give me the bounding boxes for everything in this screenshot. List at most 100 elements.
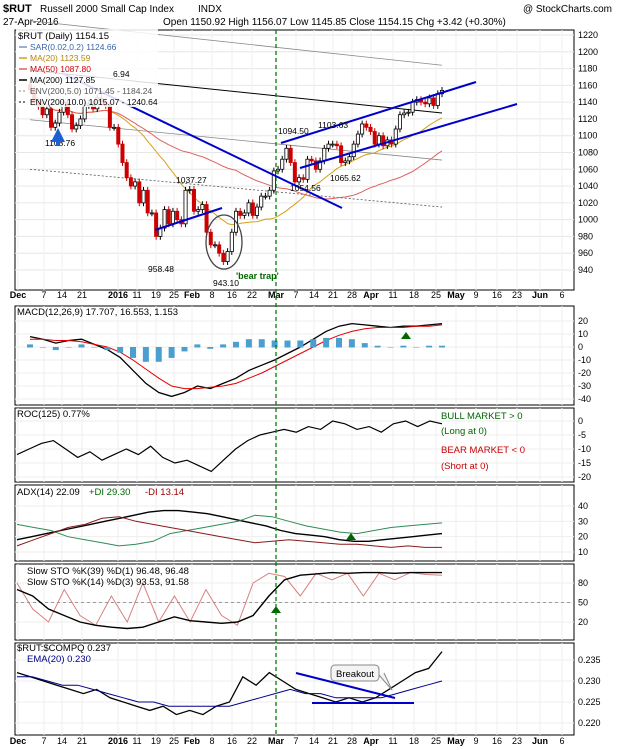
candle-body bbox=[175, 210, 180, 221]
sto-tick-label: 50 bbox=[578, 598, 588, 608]
macd-tick-label: 10 bbox=[578, 329, 588, 339]
sto-tick-label: 80 bbox=[578, 578, 588, 588]
x-tick-label: 22 bbox=[247, 736, 257, 746]
x-tick-label: Feb bbox=[184, 736, 201, 746]
adx-minus-di: -DI 13.14 bbox=[145, 487, 184, 498]
x-tick-label: 14 bbox=[309, 290, 319, 300]
candle-body bbox=[82, 105, 87, 120]
x-tick-label: 14 bbox=[309, 736, 319, 746]
x-tick-label: 23 bbox=[512, 290, 522, 300]
price-tick-label: 1160 bbox=[578, 80, 597, 90]
candle-body bbox=[183, 189, 188, 225]
buy-arrow-stem bbox=[56, 140, 60, 146]
candle-body bbox=[137, 181, 142, 204]
panel-frame-3 bbox=[14, 484, 575, 562]
candle-body bbox=[322, 147, 327, 162]
roc-tick-label: 0 bbox=[578, 416, 583, 426]
x-tick-label: 7 bbox=[293, 290, 298, 300]
annot-958: 958.48 bbox=[148, 264, 174, 274]
macd-tick-label: -10 bbox=[578, 355, 591, 365]
candle-body bbox=[57, 111, 62, 124]
macd-histogram-bar bbox=[426, 345, 433, 348]
price-tick-label: 1220 bbox=[578, 30, 598, 40]
candle-body bbox=[334, 143, 339, 147]
macd-histogram-bar bbox=[297, 340, 304, 348]
annot-1037: 1037.27 bbox=[176, 175, 207, 185]
x-tick-label: 28 bbox=[347, 736, 357, 746]
adx-tick-label: 20 bbox=[578, 532, 588, 542]
adx-line bbox=[16, 509, 443, 542]
candle-body bbox=[200, 204, 205, 210]
candle-body bbox=[297, 177, 302, 183]
macd-histogram-bar bbox=[91, 347, 98, 348]
candle-body bbox=[263, 195, 268, 198]
ohlc-readout: Open 1150.92 High 1156.07 Low 1145.85 Cl… bbox=[163, 17, 506, 28]
annot-1103: 1103.63 bbox=[318, 120, 348, 130]
roc-tick-label: -10 bbox=[578, 444, 591, 454]
candle-body bbox=[309, 158, 314, 162]
macd-histogram-bar bbox=[52, 347, 59, 351]
candle-body bbox=[381, 135, 386, 147]
macd-histogram-bar bbox=[439, 345, 445, 348]
annot-943: 943.10 bbox=[213, 278, 239, 288]
rs-tick-label: 0.235 bbox=[578, 655, 601, 665]
roc-tick-label: -5 bbox=[578, 430, 586, 440]
candle-body bbox=[78, 118, 83, 127]
candle-body bbox=[364, 123, 369, 128]
x-tick-label: 22 bbox=[247, 290, 257, 300]
x-tick-label: 2016 bbox=[108, 736, 128, 746]
price-tick-label: 1120 bbox=[578, 114, 597, 124]
x-tick-label: 8 bbox=[209, 736, 214, 746]
legend-ma50: MA(50) 1087.80 bbox=[30, 64, 91, 74]
candle-body bbox=[280, 158, 285, 170]
roc-label: ROC(125) 0.77% bbox=[17, 409, 90, 420]
sto-tick-label: 20 bbox=[578, 617, 588, 627]
macd-histogram-bar bbox=[78, 344, 85, 348]
candle-body bbox=[221, 252, 226, 263]
x-tick-label: 11 bbox=[132, 736, 141, 746]
candle-body bbox=[435, 93, 440, 106]
candle-body bbox=[305, 158, 310, 180]
candle-body bbox=[116, 126, 121, 145]
rs-trendline-upper bbox=[295, 672, 396, 699]
macd-histogram-bar bbox=[155, 347, 162, 362]
candle-body bbox=[427, 97, 432, 105]
candle-body bbox=[284, 147, 289, 160]
x-tick-label: 7 bbox=[293, 736, 298, 746]
chart-date: 27-Apr-2016 bbox=[3, 17, 59, 28]
macd-histogram-bar bbox=[400, 345, 407, 348]
candle-body bbox=[212, 244, 217, 247]
candle-body bbox=[217, 244, 222, 254]
x-tick-label: 7 bbox=[41, 290, 46, 300]
x-tick-label: 16 bbox=[227, 290, 237, 300]
macd-histogram-bar bbox=[194, 344, 201, 348]
adx-label: ADX(14) 22.09 bbox=[17, 487, 80, 498]
price-tick-label: 960 bbox=[578, 248, 593, 258]
plus-di-line bbox=[16, 514, 443, 547]
candle-body bbox=[242, 212, 247, 216]
legend-env-b: ENV(200,10.0) 1015.07 - 1240.64 bbox=[30, 97, 158, 107]
candle-body bbox=[423, 101, 428, 105]
x-tick-label: Apr bbox=[363, 290, 379, 300]
chart-name: Russell 2000 Small Cap Index bbox=[40, 4, 174, 15]
sto-label-1: Slow STO %K(39) %D(1) 96.48, 96.48 bbox=[27, 566, 189, 577]
candle-body bbox=[410, 101, 415, 113]
breakout-callout-pointer bbox=[378, 672, 393, 691]
candle-body bbox=[120, 143, 125, 163]
macd-histogram-bar bbox=[168, 347, 175, 358]
x-tick-label: 18 bbox=[409, 736, 419, 746]
candle-body bbox=[343, 160, 348, 163]
panel-frame-1 bbox=[14, 305, 575, 406]
x-axes: Dec Dec 7 7 14 14 21 21 2016 2016 11 11 19 19 25 25 Feb F… bbox=[10, 290, 565, 746]
x-tick-label: Jun bbox=[532, 736, 548, 746]
candle-body bbox=[406, 111, 411, 114]
price-tick-label: 1020 bbox=[578, 198, 598, 208]
candle-body bbox=[347, 156, 352, 162]
rs-label: $RUT:$COMPQ 0.237 bbox=[17, 643, 111, 654]
legend-ma200: MA(200) 1127.85 bbox=[30, 75, 95, 85]
macd-histogram-bar bbox=[117, 347, 124, 353]
adx-up-arrow-icon bbox=[346, 533, 356, 540]
legend-ma200-tail: 6.94 bbox=[113, 69, 130, 79]
trendline bbox=[280, 81, 477, 144]
